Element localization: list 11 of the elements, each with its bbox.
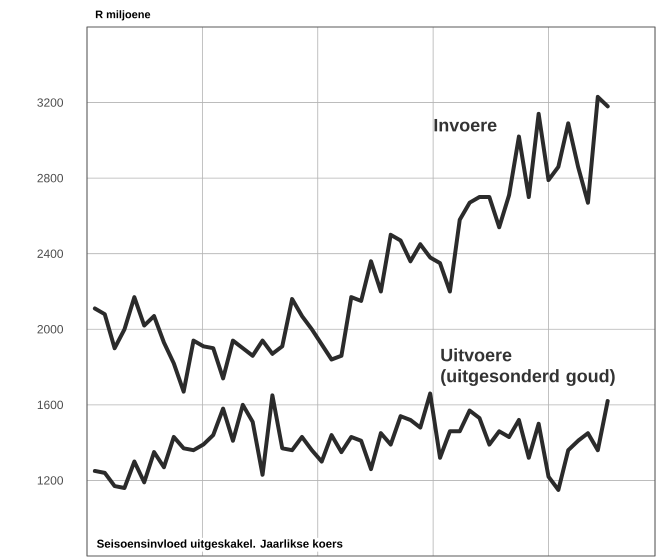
- series-label: Uitvoere (uitgesonderd goud): [441, 348, 615, 386]
- line-series: [92, 392, 610, 492]
- annotation: Seisoensinvloed uitgeskakel. Jaarlikse koers: [96, 539, 342, 550]
- y-axis-title: R miljoene: [96, 10, 150, 20]
- y-tick-label: 2000: [37, 325, 64, 334]
- y-tick-label: 3200: [37, 98, 64, 107]
- y-tick-label: 1600: [38, 400, 64, 410]
- y-tick-label: 2400: [37, 249, 64, 258]
- y-tick-label: 2800: [37, 174, 64, 182]
- y-tick-label: 1200: [38, 476, 64, 485]
- series-label: Invoere: [434, 118, 497, 132]
